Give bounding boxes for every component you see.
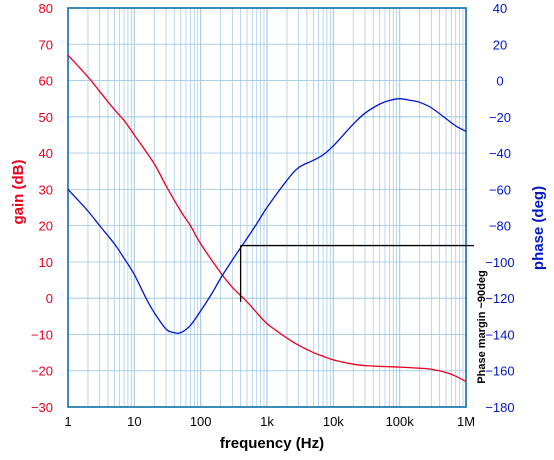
y-left-tick-label: −10	[31, 327, 53, 342]
series-layer	[67, 54, 467, 383]
y-left-tick-label: 40	[39, 146, 53, 161]
y-left-tick-label: 60	[39, 74, 53, 89]
y-left-tick-label: 10	[39, 255, 53, 270]
y-left-tick-label: −30	[31, 400, 53, 415]
x-tick-label: 100	[190, 414, 212, 429]
annotation-layer	[239, 244, 474, 302]
y-left-tick-label: 20	[39, 219, 53, 234]
y-right-tick-label: −80	[489, 219, 511, 234]
x-tick-label: 100k	[386, 414, 415, 429]
plot-frame	[67, 7, 467, 408]
plot-frame-border	[67, 7, 467, 408]
y-right-tick-label: −160	[485, 364, 514, 379]
x-axis-title: frequency (Hz)	[220, 435, 324, 452]
x-tick-label: 10k	[323, 414, 344, 429]
y-axis-left-title: gain (dB)	[10, 160, 27, 225]
y-left-tick-label: 0	[46, 291, 53, 306]
y-right-tick-label: −140	[485, 327, 514, 342]
y-right-tick-label: −20	[489, 110, 511, 125]
y-right-tick-label: −100	[485, 255, 514, 270]
y-right-tick-label: −40	[489, 146, 511, 161]
x-tick-label: 1	[64, 414, 71, 429]
phase-margin-annotation: Phase margin ~90deg	[476, 270, 488, 383]
y-right-tick-label: −180	[485, 400, 514, 415]
tick-labels: 1 10 100 1k 10k 100k 1M80706050403020100−10−20…	[31, 1, 515, 429]
y-left-tick-label: 30	[39, 182, 53, 197]
y-left-tick-label: 80	[39, 1, 53, 16]
y-left-tick-label: 70	[39, 37, 53, 52]
phase-series-line	[67, 98, 467, 334]
y-right-tick-label: 20	[493, 37, 507, 52]
y-right-tick-label: 0	[496, 74, 503, 89]
y-axis-right-title: phase (deg)	[530, 186, 547, 270]
y-right-tick-label: −60	[489, 182, 511, 197]
y-right-tick-label: −120	[485, 291, 514, 306]
y-right-tick-label: 40	[493, 1, 507, 16]
grid	[68, 8, 466, 407]
x-tick-label: 1M	[457, 414, 475, 429]
y-left-tick-label: −20	[31, 364, 53, 379]
gain-series-line	[67, 54, 467, 383]
y-left-tick-label: 50	[39, 110, 53, 125]
x-tick-label: 10	[127, 414, 141, 429]
x-tick-label: 1k	[260, 414, 274, 429]
